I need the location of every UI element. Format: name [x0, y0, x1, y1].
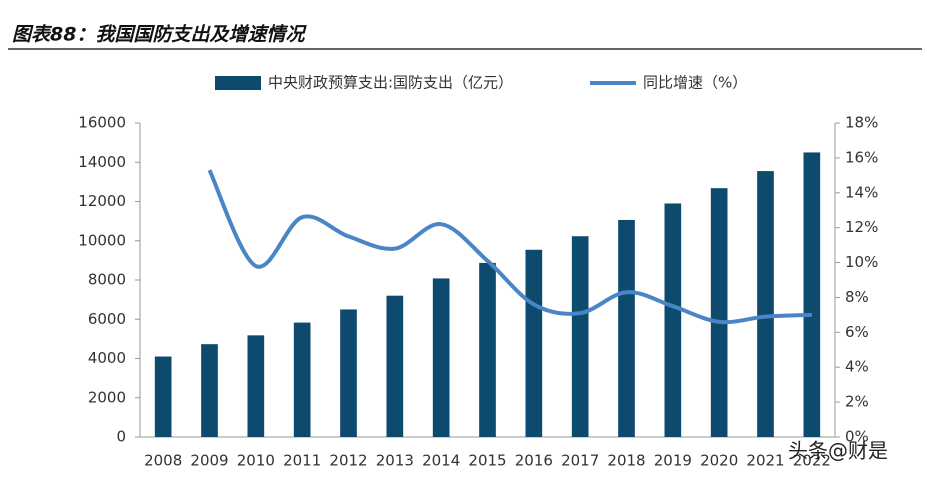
bar — [479, 262, 496, 437]
x-tick-label: 2009 — [190, 452, 228, 470]
y-tick-label: 0 — [116, 428, 126, 446]
y2-tick-label: 8% — [845, 288, 869, 306]
y2-tick-label: 14% — [845, 183, 878, 201]
bar — [571, 236, 589, 437]
x-tick-label: 2012 — [329, 452, 367, 470]
y-tick-label: 6000 — [88, 310, 126, 328]
y-tick-label: 14000 — [78, 153, 126, 171]
bar — [293, 322, 311, 437]
chart-title: 图表88：我国国防支出及增速情况 — [12, 24, 307, 46]
x-tick-label: 2011 — [283, 452, 321, 470]
x-tick-label: 2016 — [515, 452, 553, 470]
bar — [201, 344, 218, 437]
bar — [386, 295, 404, 437]
bar — [757, 171, 774, 438]
bar — [432, 278, 450, 437]
y2-tick-label: 16% — [845, 148, 878, 166]
y-tick-label: 16000 — [78, 114, 126, 132]
y2-tick-label: 0% — [845, 428, 869, 446]
x-tick-label: 2020 — [700, 452, 738, 470]
bar — [525, 249, 543, 437]
y2-tick-label: 4% — [845, 358, 869, 376]
watermark: 头条@财是 — [788, 439, 888, 463]
y-tick-label: 12000 — [78, 192, 126, 210]
bar — [803, 152, 821, 437]
line — [207, 169, 812, 325]
x-tick-label: 2022 — [793, 452, 831, 470]
bar — [154, 356, 172, 437]
y-tick-label: 10000 — [78, 231, 126, 249]
x-tick-label: 2021 — [746, 452, 784, 470]
x-tick-label: 2013 — [376, 452, 414, 470]
legend-label: 中央财政预算支出:国防支出（亿元） — [268, 74, 513, 92]
bar — [340, 309, 357, 437]
x-tick-label: 2017 — [561, 452, 599, 470]
x-tick-label: 2018 — [607, 452, 645, 470]
x-tick-label: 2019 — [654, 452, 692, 470]
bar — [664, 203, 682, 437]
legend-swatch — [215, 76, 261, 90]
y2-tick-label: 12% — [845, 218, 878, 236]
bar — [710, 188, 728, 437]
y-tick-label: 4000 — [88, 349, 126, 367]
x-tick-label: 2008 — [144, 452, 182, 470]
y2-tick-label: 2% — [845, 393, 869, 411]
x-tick-label: 2014 — [422, 452, 460, 470]
x-tick-label: 2010 — [237, 452, 275, 470]
y-tick-label: 8000 — [88, 271, 126, 289]
y2-tick-label: 6% — [845, 323, 869, 341]
legend-label: 同比增速（%） — [643, 74, 747, 92]
bar — [618, 219, 635, 437]
x-tick-label: 2015 — [468, 452, 506, 470]
y2-tick-label: 10% — [845, 253, 878, 271]
y-tick-label: 2000 — [88, 388, 126, 406]
bar — [247, 335, 265, 437]
y2-tick-label: 18% — [845, 114, 878, 132]
